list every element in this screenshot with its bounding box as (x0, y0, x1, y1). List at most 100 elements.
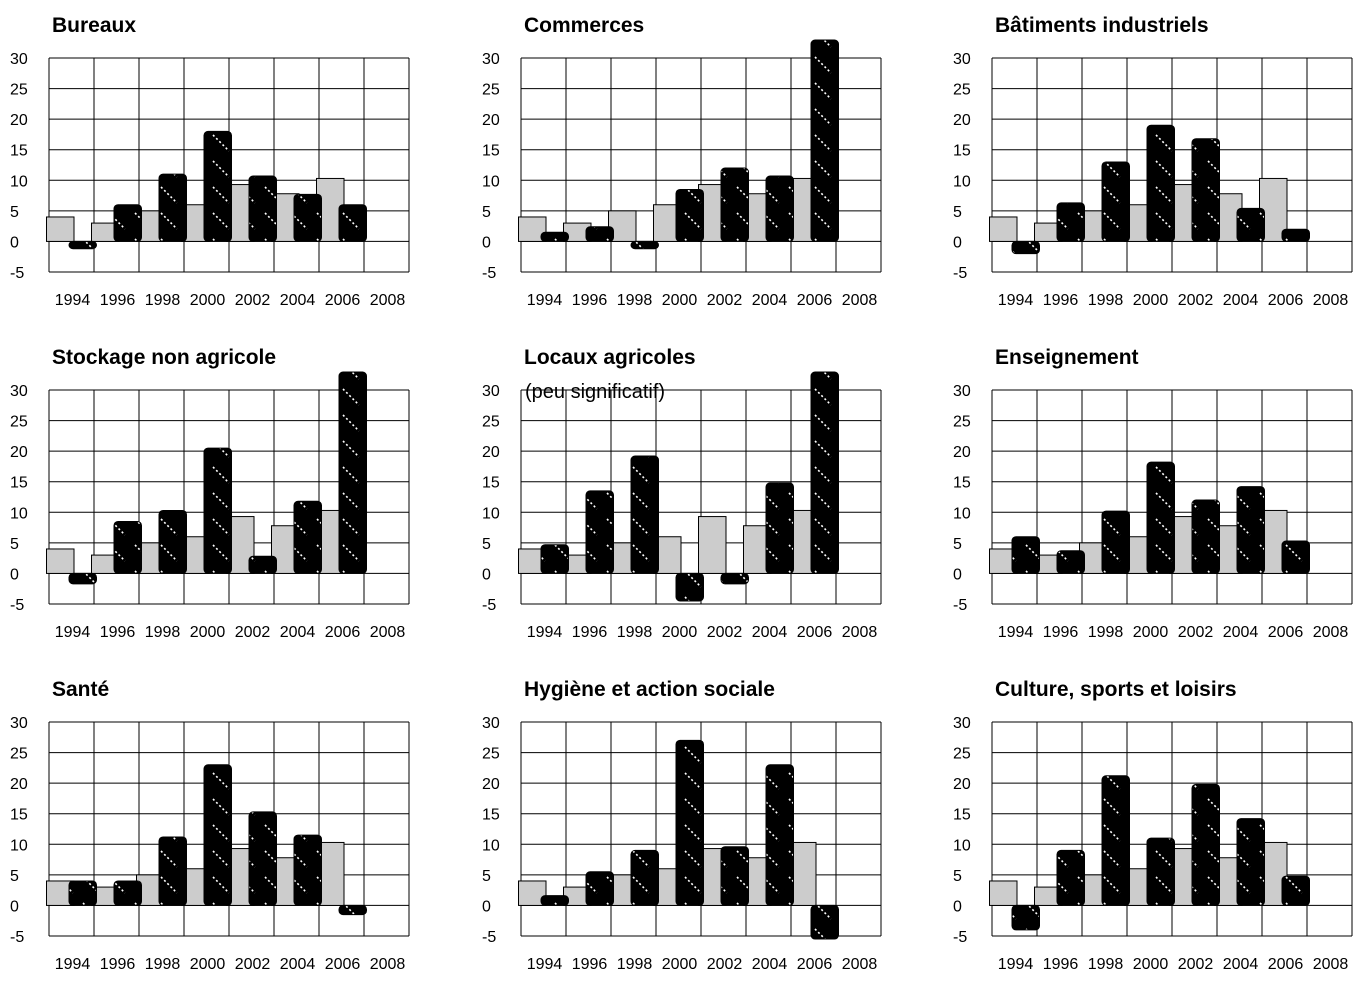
x-tick-label: 2000 (190, 292, 226, 309)
x-tick-label: 2006 (1268, 292, 1304, 309)
bar-black (158, 173, 187, 242)
x-tick-label: 2004 (752, 292, 788, 309)
y-tick-label: 10 (10, 173, 28, 190)
chart-panel: Enseignement -5 0 5 10 15 20 25 30 1994 1996 1998 20… (943, 332, 1361, 652)
bar-black (585, 226, 614, 242)
x-tick-label: 2004 (752, 624, 788, 641)
bar-black (630, 849, 659, 906)
x-tick-label: 2006 (797, 292, 833, 309)
chart-plot: -5 0 5 10 15 20 25 30 1994 1996 1998 2000 2002 2004 20… (953, 715, 1353, 973)
y-tick-label: 15 (482, 143, 500, 160)
y-tick-label: 30 (953, 51, 971, 68)
chart-title: Santé (52, 678, 110, 701)
y-tick-label: -5 (10, 929, 24, 946)
bar-black (203, 447, 232, 574)
chart-plot: -5 0 5 10 15 20 25 30 1994 1996 1998 2000 2002 2004 20… (10, 715, 410, 973)
y-tick-label: -5 (953, 597, 967, 614)
x-tick-label: 1994 (55, 292, 91, 309)
y-tick-label: 20 (10, 444, 28, 461)
y-tick-label: 10 (953, 505, 971, 522)
bar-black (338, 204, 367, 242)
bar-black (1236, 207, 1265, 242)
x-tick-label: 1998 (1088, 624, 1124, 641)
y-tick-label: 30 (953, 383, 971, 400)
y-tick-label: 20 (953, 444, 971, 461)
chart-panel: Stockage non agricole -5 0 5 10 15 20 25 30 1994 1… (0, 332, 440, 652)
y-tick-label: 10 (10, 837, 28, 854)
x-tick-label: 2008 (1313, 956, 1349, 973)
x-tick-label: 1998 (145, 624, 181, 641)
y-tick-label: 10 (953, 837, 971, 854)
y-tick-label: 20 (10, 776, 28, 793)
bar-gray (46, 216, 75, 242)
y-tick-label: 0 (10, 898, 19, 915)
x-tick-label: 2006 (797, 956, 833, 973)
bar-black (338, 371, 367, 574)
y-tick-label: 0 (482, 234, 491, 251)
x-tick-label: 2002 (707, 292, 743, 309)
x-tick-label: 2000 (1133, 956, 1169, 973)
bar-black (158, 509, 187, 574)
bar-gray (46, 548, 75, 574)
chart-plot: -5 0 5 10 15 20 25 30 1994 1996 1998 2000 2002 2004 20… (482, 715, 882, 973)
chart-title: Hygiène et action sociale (524, 678, 775, 701)
x-tick-label: 1996 (100, 956, 136, 973)
chart-title: Culture, sports et loisirs (995, 678, 1237, 701)
chart-plot: -5 0 5 10 15 20 25 30 1994 1996 1998 2000 2002 2004 20… (953, 383, 1353, 641)
y-tick-label: 15 (10, 475, 28, 492)
x-tick-label: 1998 (617, 292, 653, 309)
x-tick-label: 2006 (797, 624, 833, 641)
chart-title: Stockage non agricole (52, 346, 277, 369)
x-tick-label: 2004 (280, 956, 316, 973)
y-tick-label: 15 (482, 807, 500, 824)
bar-black (585, 490, 614, 574)
y-tick-label: -5 (10, 265, 24, 282)
bar-black (720, 846, 749, 906)
y-tick-label: 0 (482, 898, 491, 915)
y-tick-label: 0 (10, 566, 19, 583)
chart-panel: Commerces -5 0 5 10 15 20 25 30 1994 1996 1998 2000 2… (472, 0, 912, 320)
bar-gray (989, 216, 1018, 242)
y-tick-label: 15 (10, 143, 28, 160)
bar-black (203, 764, 232, 906)
x-tick-label: 2000 (1133, 292, 1169, 309)
bar-black (1236, 486, 1265, 574)
y-tick-label: 0 (10, 234, 19, 251)
chart-panel: Bâtiments industriels -5 0 5 10 15 20 25 30 1994 1… (943, 0, 1361, 320)
bar-black (293, 193, 322, 242)
bar-black (720, 572, 749, 585)
chart-plot: -5 0 5 10 15 20 25 30 1994 1996 1998 2000 2002 2004 20… (482, 39, 882, 309)
x-tick-label: 1996 (100, 292, 136, 309)
bar-black (765, 482, 794, 574)
bar-black (248, 811, 277, 906)
x-tick-label: 1996 (100, 624, 136, 641)
x-tick-label: 2002 (235, 956, 271, 973)
y-tick-label: -5 (10, 597, 24, 614)
x-tick-label: 1994 (527, 956, 563, 973)
bar-black (1011, 536, 1040, 574)
bar-black (630, 455, 659, 574)
x-tick-label: 2006 (325, 956, 361, 973)
bar-black (1146, 461, 1175, 574)
x-tick-label: 2002 (707, 956, 743, 973)
y-tick-label: 30 (953, 715, 971, 732)
x-tick-label: 2004 (1223, 956, 1259, 973)
x-tick-label: 1994 (998, 292, 1034, 309)
x-tick-label: 2008 (370, 956, 406, 973)
bar-gray (698, 516, 727, 574)
bar-black (1101, 161, 1130, 242)
x-tick-label: 2008 (370, 292, 406, 309)
bar-black (1191, 499, 1220, 574)
y-tick-label: 20 (953, 776, 971, 793)
x-tick-label: 2002 (707, 624, 743, 641)
chart-plot: -5 0 5 10 15 20 25 30 1994 1996 1998 2000 2002 2004 20… (953, 51, 1353, 309)
x-tick-label: 2002 (1178, 292, 1214, 309)
bar-black (675, 188, 704, 242)
x-tick-label: 2004 (752, 956, 788, 973)
bar-black (248, 175, 277, 242)
chart-title: Bureaux (52, 14, 137, 37)
bar-black (675, 572, 704, 602)
y-tick-label: 20 (10, 112, 28, 129)
bar-black (1056, 202, 1085, 242)
x-tick-label: 1996 (572, 292, 608, 309)
